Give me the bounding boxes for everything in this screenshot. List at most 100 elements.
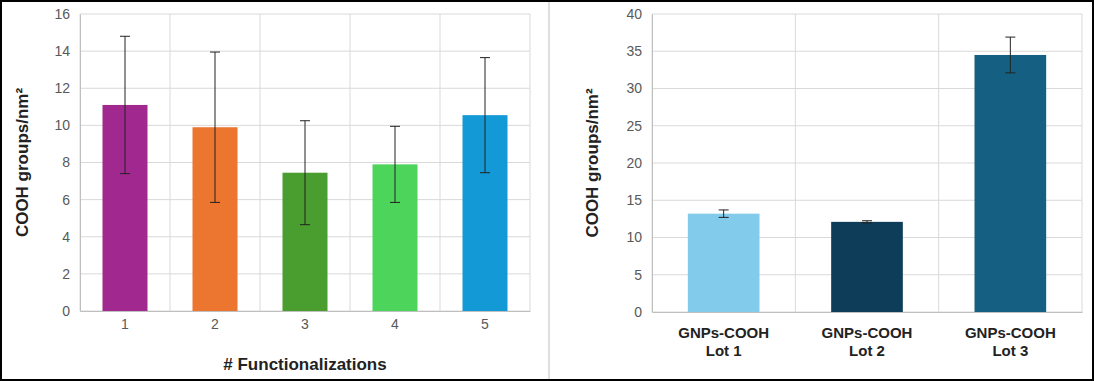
bar (975, 55, 1047, 312)
category-divider (440, 14, 441, 311)
error-stem (395, 126, 396, 202)
error-cap (719, 209, 729, 210)
category-divider (938, 14, 939, 312)
y-tick: 15 (626, 192, 652, 208)
grid-line (652, 14, 1082, 15)
y-tick-label: 12 (54, 80, 70, 96)
x-axis: GNPs-COOHLot 1 GNPs-COOHLot 2 GNPs-COOHLot… (653, 312, 1083, 359)
y-axis-title: COOH groups/nm² (13, 88, 32, 238)
y-tick-label: 8 (62, 154, 70, 170)
y-tick-label: 14 (54, 43, 70, 59)
x-tick: GNPs-COOHLot 1 (678, 312, 769, 359)
plot-area (688, 37, 1046, 312)
x-tick-label: 5 (481, 316, 489, 332)
y-tick-label: 0 (634, 304, 642, 320)
error-cap (300, 120, 310, 121)
category-divider (350, 14, 351, 311)
error-cap (480, 57, 490, 58)
x-tick-label: 4 (391, 316, 399, 332)
grid-line (80, 51, 530, 52)
error-cap (862, 220, 872, 221)
y-tick: 40 (626, 6, 652, 22)
x-tick-label: GNPs-COOHLot 1 (678, 324, 769, 360)
error-bar (1005, 37, 1015, 73)
y-axis: 0 5 10 15 20 25 30 35 40 (626, 6, 652, 320)
y-tick: 25 (626, 118, 652, 134)
y-tick: 30 (626, 80, 652, 96)
error-cap (1005, 72, 1015, 73)
x-tick-label: 2 (211, 316, 219, 332)
y-tick-label: 20 (626, 155, 642, 171)
grid-line (80, 14, 530, 15)
error-stem (215, 52, 216, 202)
category-divider (170, 14, 171, 311)
category-divider (652, 14, 653, 312)
y-tick: 2 (62, 266, 80, 282)
x-tick-label: 3 (301, 316, 309, 332)
x-tick: 3 (301, 311, 309, 332)
error-bar (120, 36, 130, 173)
x-axis-line (653, 312, 1083, 313)
error-bar (862, 221, 872, 223)
x-tick: GNPs-COOHLot 2 (822, 312, 913, 359)
error-cap (1005, 37, 1015, 38)
chart: 024681012141612345COOH groups/nm²# Funct… (13, 6, 531, 374)
y-tick: 35 (626, 43, 652, 59)
x-tick: GNPs-COOHLot 3 (965, 312, 1056, 359)
y-tick-label: 16 (54, 6, 70, 22)
category-divider (260, 14, 261, 311)
plot-area (103, 36, 508, 311)
error-bar (300, 121, 310, 225)
error-bar (719, 210, 729, 217)
x-tick-label: GNPs-COOHLot 3 (965, 324, 1056, 360)
error-cap (210, 52, 220, 53)
y-tick-label: 35 (626, 43, 642, 59)
y-tick-label: 2 (62, 266, 70, 282)
error-bar (390, 126, 400, 202)
error-cap (480, 172, 490, 173)
y-tick-label: 0 (62, 303, 70, 319)
error-cap (210, 202, 220, 203)
error-cap (120, 173, 130, 174)
grid-line (80, 88, 530, 89)
grid (80, 14, 530, 311)
bar (831, 222, 903, 312)
chart: 0510152025303540GNPs-COOHLot 1GNPs-COOHL… (583, 6, 1083, 359)
error-cap (120, 36, 130, 37)
x-tick: 1 (121, 311, 129, 332)
y-tick-label: 5 (634, 267, 642, 283)
error-cap (300, 224, 310, 225)
error-bar (210, 52, 220, 202)
y-axis-line (80, 15, 81, 312)
y-tick: 8 (62, 154, 80, 170)
panel-divider (549, 2, 550, 379)
y-axis-line (652, 15, 653, 313)
category-divider (795, 14, 796, 312)
y-tick-label: 10 (626, 229, 642, 245)
grid (652, 14, 1082, 312)
bar (688, 214, 760, 312)
error-bar (480, 58, 490, 173)
error-stem (485, 58, 486, 173)
figure: 024681012141612345COOH groups/nm²# Funct… (0, 0, 1094, 381)
error-stem (1010, 37, 1011, 73)
grid-line (652, 51, 1082, 52)
x-axis-title: # Functionalizations (223, 355, 386, 374)
y-tick-label: 30 (626, 80, 642, 96)
x-tick: 2 (211, 311, 219, 332)
y-tick: 14 (54, 43, 80, 59)
y-axis-title: COOH groups/nm² (583, 88, 602, 238)
x-tick: 4 (391, 311, 399, 332)
y-tick-label: 6 (62, 192, 70, 208)
y-tick-label: 15 (626, 192, 642, 208)
y-axis: 0246810121416 (54, 6, 80, 319)
y-tick: 4 (62, 229, 80, 245)
category-divider (530, 14, 531, 311)
error-cap (390, 202, 400, 203)
y-tick: 20 (626, 155, 652, 171)
x-tick-label: GNPs-COOHLot 2 (822, 324, 913, 360)
y-tick: 16 (54, 6, 80, 22)
y-tick: 10 (626, 229, 652, 245)
y-tick-label: 4 (62, 229, 70, 245)
error-stem (125, 36, 126, 173)
